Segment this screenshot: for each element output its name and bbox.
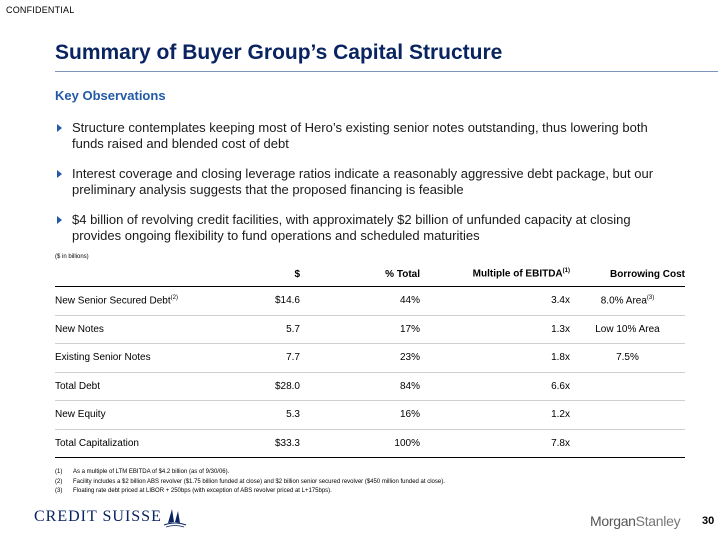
row-label-text: New Notes [55,323,104,335]
sails-icon [163,509,187,528]
row-cost-text: 8.0% Area [600,295,647,307]
row-label-text: Existing Senior Notes [55,352,151,364]
footnotes: (1) As a multiple of LTM EBITDA of $4.2 b… [55,468,445,497]
row-pct-value: 17% [399,323,420,335]
table-header-row: $ % Total Multiple of EBITDA(1) Borrowin… [55,262,685,287]
page-title: Summary of Buyer Group’s Capital Structu… [55,41,503,64]
row-cost [570,429,685,458]
row-pct-value: 23% [399,352,420,364]
footnote-text: Floating rate debt priced at LIBOR + 250… [73,488,332,494]
row-pct: 17% [300,315,420,344]
row-dollars: 5.7 [230,315,300,344]
row-pct-value: 16% [399,409,420,421]
row-multiple: 3.4x [420,286,570,316]
row-pct-value: 84% [399,380,420,392]
header-blank [55,262,230,287]
table-row: Existing Senior Notes 7.7 23% 1.8x 7.5% [55,343,685,373]
footnote-number: (1) [55,469,63,475]
row-cost-footnote: (3) [646,295,655,302]
row-pct: 16% [300,400,420,430]
capital-structure-table: $ % Total Multiple of EBITDA(1) Borrowin… [55,262,685,458]
observation-text: Structure contemplates keeping most of H… [72,120,648,151]
row-dollars: $33.3 [230,429,300,458]
observation-item: $4 billion of revolving credit facilitie… [55,212,675,244]
row-label: New Senior Secured Debt(2) [55,286,230,316]
header-multiple-label: Multiple of EBITDA [472,268,563,280]
bullet-triangle-icon [57,216,62,224]
header-borrowing-cost: Borrowing Cost [610,268,685,280]
title-divider [55,71,718,72]
row-pct: 44% [300,286,420,316]
row-pct-value: 44% [399,295,420,307]
row-cost: 7.5% [570,343,685,373]
row-pct-value: 100% [394,437,420,449]
table-row: New Senior Secured Debt(2) $14.6 44% 3.4… [55,286,685,316]
key-observations-heading: Key Observations [55,88,166,103]
row-pct: 100% [300,429,420,458]
observation-text: $4 billion of revolving credit facilitie… [72,212,631,243]
footnote-number: (2) [55,478,63,485]
table-row: New Notes 5.7 17% 1.3x Low 10% Area [55,315,685,344]
header-multiple: Multiple of EBITDA(1) [420,262,570,287]
row-dollars: $14.6 [230,286,300,316]
row-label: Existing Senior Notes [55,343,230,373]
footnote-text: Facility includes a $2 billion ABS revol… [73,478,445,485]
row-multiple: 1.2x [420,400,570,430]
page-number: 30 [702,515,715,527]
row-cost [570,400,685,430]
credit-suisse-wordmark: CREDIT SUISSE [34,508,162,525]
table-row: Total Debt $28.0 84% 6.6x [55,372,685,401]
footnote-item: (1) As a multiple of LTM EBITDA of $4.2 b… [55,468,445,478]
row-label-text: Total Capitalization [55,437,139,449]
header-multiple-footnote: (1) [562,268,570,275]
row-multiple: 1.3x [420,315,570,344]
row-dollars: $28.0 [230,372,300,401]
footnote-item: (2) Facility includes a $2 billion ABS re… [55,478,445,488]
row-pct: 84% [300,372,420,401]
row-label-footnote: (2) [170,295,178,302]
credit-suisse-logo: CREDIT SUISSE [34,505,188,529]
observation-text: Interest coverage and closing leverage r… [72,166,654,197]
row-pct: 23% [300,343,420,373]
table-row: New Equity 5.3 16% 1.2x [55,400,685,430]
header-pct-total: % Total [385,268,420,280]
morgan-wordmark: Morgan [590,513,636,529]
stanley-wordmark: Stanley [635,513,681,529]
row-label: Total Capitalization [55,429,230,458]
table-row: Total Capitalization $33.3 100% 7.8x [55,429,685,458]
row-dollars: 7.7 [230,343,300,373]
row-dollars: 5.3 [230,400,300,430]
footnote-text: As a multiple of LTM EBITDA of $4.2 bill… [73,469,230,475]
observations-list: Structure contemplates keeping most of H… [55,120,675,258]
row-label-text: Total Debt [55,380,101,392]
observation-item: Interest coverage and closing leverage r… [55,166,675,198]
bullet-triangle-icon [57,124,62,132]
row-label-text: New Equity [55,409,106,421]
table-units-note: ($ in billions) [55,254,89,260]
morgan-stanley-logo: MorganStanley [590,513,681,529]
row-multiple: 6.6x [420,372,570,401]
footnote-number: (3) [55,488,63,494]
bullet-triangle-icon [57,170,62,178]
row-label: New Equity [55,400,230,430]
confidential-label: CONFIDENTIAL [6,5,75,15]
row-label-text: New Senior Secured Debt [55,295,171,307]
row-label: New Notes [55,315,230,344]
row-cost [570,372,685,401]
row-multiple: 7.8x [420,429,570,458]
row-cost: 8.0% Area(3) [570,286,685,316]
footnote-item: (3) Floating rate debt priced at LIBOR + … [55,487,445,497]
row-label: Total Debt [55,372,230,401]
row-cost: Low 10% Area [570,315,685,344]
observation-item: Structure contemplates keeping most of H… [55,120,675,152]
header-dollars: $ [294,268,300,280]
row-multiple: 1.8x [420,343,570,373]
